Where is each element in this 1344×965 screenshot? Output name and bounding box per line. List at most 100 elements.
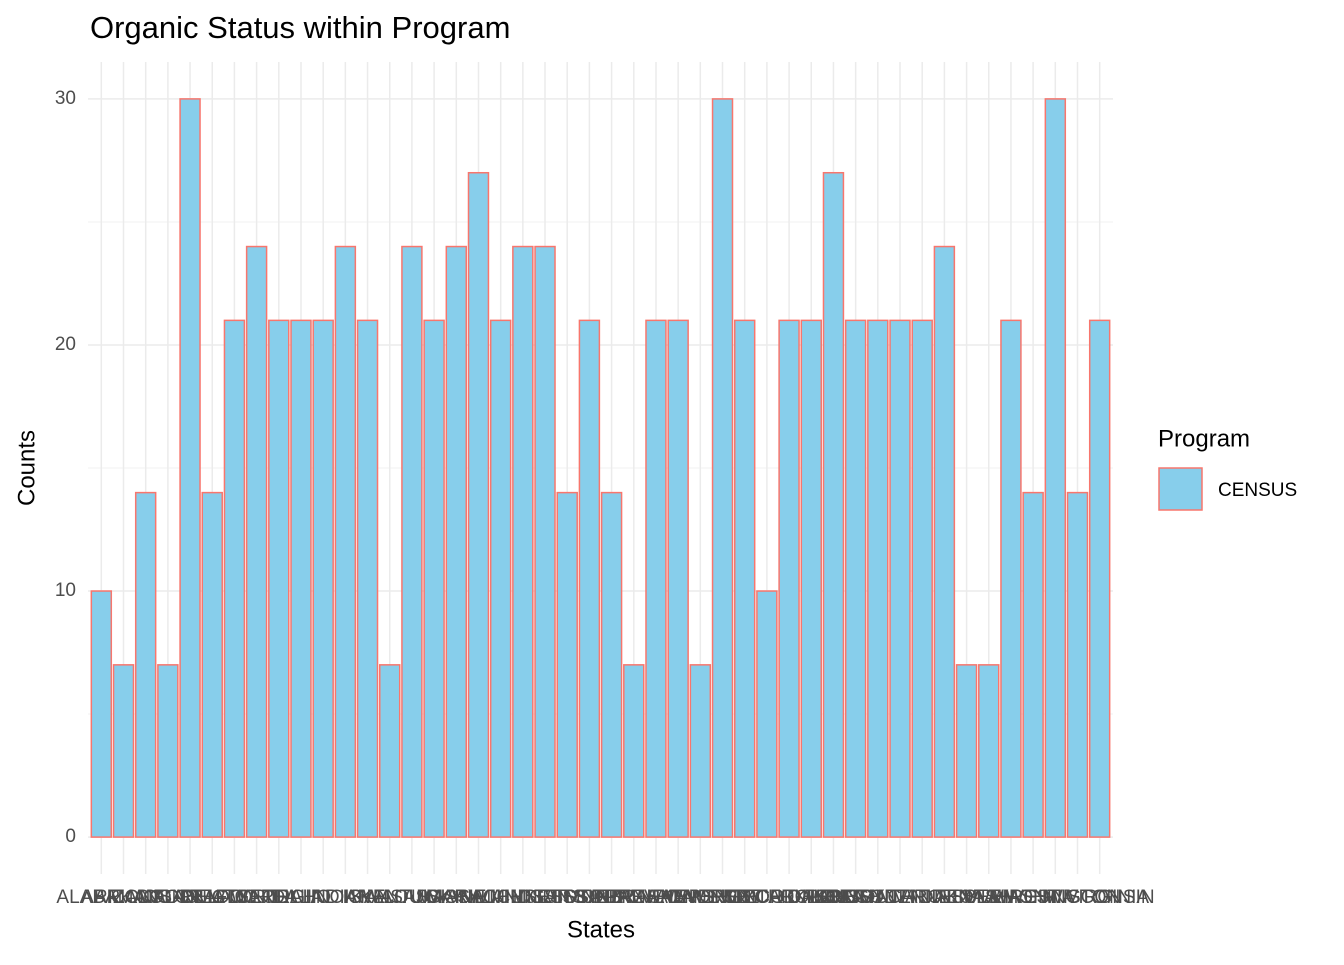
bar (201, 491, 223, 838)
x-tick-label: UTAH (964, 887, 1014, 908)
bar (1088, 319, 1111, 838)
x-tick-label: LOUISIANA (383, 887, 485, 908)
x-tick-label: VERMONT (963, 887, 1058, 908)
x-tick-label: SOUTH CAROLINA (816, 887, 985, 908)
x-tick-label: MONTANA (565, 887, 659, 908)
x-tick-label: DELAWARE (182, 887, 287, 908)
bar (179, 98, 201, 838)
x-tick-label: WISCONSIN (1045, 887, 1155, 908)
bar (134, 491, 157, 838)
x-tick-label: OHIO (787, 887, 836, 908)
bar (645, 319, 667, 838)
y-tick-label: 0 (65, 826, 76, 847)
x-tick-label: NEVADA (618, 887, 695, 908)
bar (844, 319, 867, 838)
x-tick-label: CALIFORNIA (111, 887, 225, 908)
bar (1000, 319, 1022, 838)
legend-title: Program (1158, 425, 1250, 452)
y-tick-label: 30 (55, 88, 76, 109)
x-tick-label: MINNESOTA (489, 887, 601, 908)
x-tick-label: MASSACHUSETTS (416, 887, 585, 908)
bar (711, 98, 734, 838)
bar (778, 319, 800, 838)
bar (489, 319, 512, 838)
x-tick-label: MICHIGAN (475, 887, 570, 908)
bar (90, 590, 113, 838)
x-tick-label: NEBRASKA (582, 887, 686, 908)
bar (955, 664, 978, 838)
x-tick-label: TEXAS (935, 887, 997, 908)
x-tick-label: IOWA (343, 887, 393, 908)
legend-label: CENSUS (1218, 480, 1297, 501)
x-tick-label: COLORADO (136, 887, 245, 908)
x-tick-label: ARKANSAS (94, 887, 197, 908)
x-tick-label: NEW YORK (693, 887, 796, 908)
chart-title: Organic Status within Program (90, 10, 510, 45)
bar (512, 245, 534, 838)
bar (445, 245, 468, 838)
x-tick-label: OKLAHOMA (780, 887, 888, 908)
bar (623, 664, 645, 838)
x-tick-label: ILLINOIS (284, 887, 362, 908)
bar (312, 319, 334, 838)
x-tick-label: IDAHO (271, 887, 331, 908)
bar (1066, 491, 1089, 838)
x-tick-label: NEW JERSEY (639, 887, 763, 908)
x-tick-label: KENTUCKY (360, 887, 464, 908)
x-tick-label: INDIANA (307, 887, 384, 908)
bar (401, 245, 423, 838)
bar (534, 245, 556, 838)
y-axis-title: Counts (13, 430, 40, 506)
bar (334, 245, 357, 838)
bar (223, 319, 246, 838)
bar (689, 664, 712, 838)
x-tick-label: WEST VIRGINIA (1006, 887, 1150, 908)
x-tick-label: MAINE (426, 887, 486, 908)
x-tick-label: NEW HAMPSHIRE (597, 887, 760, 908)
x-tick-label: GEORGIA (234, 887, 323, 908)
x-tick-label: NORTH DAKOTA (714, 887, 864, 908)
bar (978, 664, 1000, 838)
x-tick-label: PENNSYLVANIA (806, 887, 949, 908)
x-tick-label: SOUTH DAKOTA (848, 887, 997, 908)
x-tick-label: KANSAS (351, 887, 428, 908)
bar (556, 491, 578, 838)
bar (1022, 491, 1044, 838)
bar (800, 319, 823, 838)
bar (933, 245, 956, 838)
x-tick-label: MISSOURI (542, 887, 636, 908)
bar (756, 590, 778, 838)
bar (822, 171, 845, 838)
bar (1044, 98, 1067, 838)
bar (578, 319, 601, 838)
bar (889, 319, 911, 838)
x-tick-label: MISSISSIPPI (511, 887, 624, 908)
legend-key (1158, 467, 1203, 511)
bar (245, 245, 268, 838)
x-tick-label: NEW MEXICO (660, 887, 785, 908)
y-tick-label: 10 (55, 580, 76, 601)
bar (112, 664, 135, 838)
x-tick-label: ARIZONA (81, 887, 166, 908)
bar (290, 319, 312, 838)
x-tick-label: VIRGINIA (991, 887, 1075, 908)
bar (867, 319, 889, 838)
x-tick-label: NORTH CAROLINA (682, 887, 852, 908)
x-axis-title: States (567, 916, 635, 943)
bar (667, 319, 689, 838)
x-tick-label: FLORIDA (215, 887, 298, 908)
bar (157, 664, 179, 838)
bar (467, 171, 490, 838)
x-tick-label: TENNESSEE (887, 887, 1002, 908)
bar (268, 319, 290, 838)
bar (423, 319, 445, 838)
x-tick-label: MARYLAND (426, 887, 531, 908)
bar (733, 319, 756, 838)
bar (600, 491, 623, 838)
bar (378, 664, 401, 838)
x-tick-label: CONNECTICUT (143, 887, 282, 908)
x-tick-label: OREGON (813, 887, 897, 908)
x-tick-label: ALABAMA (56, 887, 146, 908)
bar (356, 319, 379, 838)
